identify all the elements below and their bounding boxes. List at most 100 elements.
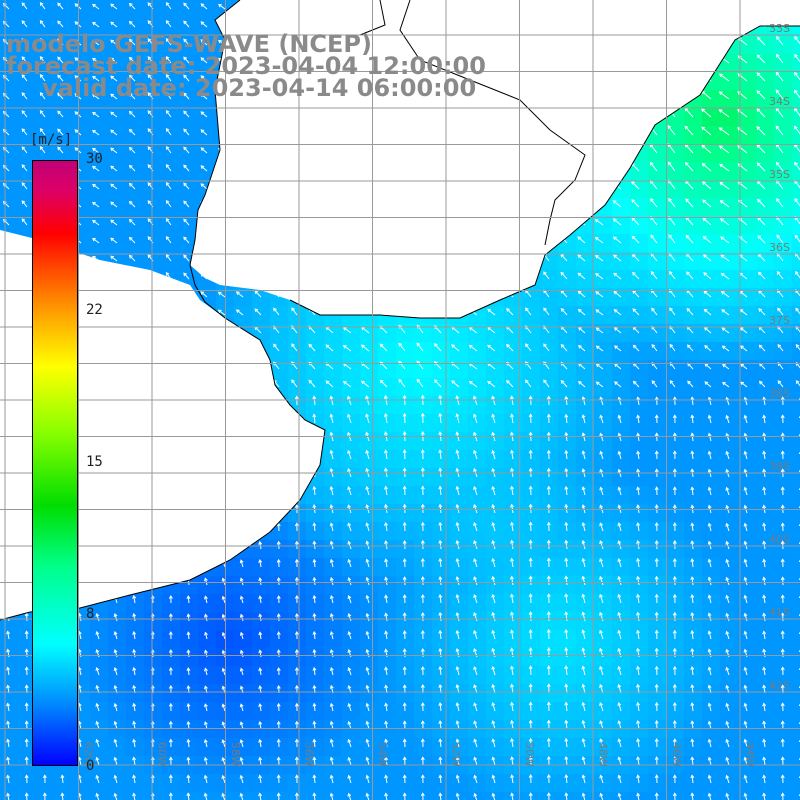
wind-arrow	[632, 308, 640, 316]
wind-arrow	[200, 147, 208, 154]
wind-arrow-head	[690, 486, 695, 491]
wind-arrow	[650, 235, 658, 244]
wind-arrow	[129, 165, 136, 172]
wind-arrow-head	[39, 38, 44, 42]
wind-arrow-head	[654, 539, 659, 544]
wind-arrow	[757, 217, 766, 226]
wind-arrow-head	[776, 271, 781, 275]
wind-arrow	[343, 327, 352, 334]
wind-arrow	[596, 345, 604, 352]
wind-arrow-head	[200, 129, 205, 133]
wind-arrow	[582, 576, 586, 586]
wind-arrow-head	[758, 344, 763, 349]
wind-arrow	[3, 75, 10, 82]
wind-arrow-head	[595, 273, 599, 277]
wind-arrow-head	[384, 576, 389, 581]
wind-arrow-head	[487, 308, 492, 313]
wind-arrow-head	[347, 504, 351, 509]
wind-arrow	[637, 451, 640, 460]
wind-arrow-head	[420, 430, 425, 435]
wind-speed-cell	[792, 450, 800, 468]
wind-arrow-head	[707, 504, 712, 509]
wind-arrow	[166, 128, 172, 136]
wind-arrow-head	[528, 503, 533, 508]
wind-arrow-head	[617, 504, 622, 509]
wind-arrow-head	[684, 161, 689, 166]
wind-arrow-head	[654, 468, 659, 473]
wind-arrow-head	[599, 504, 604, 509]
wind-arrow	[686, 308, 694, 316]
wind-arrow	[777, 307, 784, 316]
wind-arrow	[560, 326, 568, 334]
wind-arrow-head	[165, 2, 170, 6]
wind-arrow-head	[473, 485, 477, 490]
wind-arrow	[668, 161, 676, 172]
wind-arrow-head	[147, 218, 152, 222]
wind-arrow-head	[701, 108, 705, 113]
wind-arrow-head	[74, 111, 79, 115]
wind-arrow	[614, 363, 622, 370]
wind-arrow	[40, 92, 46, 100]
wind-arrow	[259, 541, 262, 550]
wind-arrow-head	[651, 307, 655, 312]
wind-arrow-head	[543, 361, 547, 366]
wind-arrow	[385, 450, 388, 460]
wind-arrow-head	[402, 558, 407, 562]
wind-arrow-head	[614, 381, 618, 386]
wind-speed-cell	[504, 792, 522, 800]
wind-arrow	[726, 559, 730, 568]
wind-arrow-head	[543, 307, 547, 312]
wind-arrow	[200, 3, 208, 10]
wind-arrow-head	[510, 431, 514, 436]
wind-arrow-head	[794, 198, 798, 202]
wind-speed-cell	[720, 792, 738, 800]
wind-arrow	[511, 540, 514, 550]
wind-arrow-head	[581, 557, 586, 562]
wind-arrow-head	[718, 127, 723, 131]
wind-arrow	[704, 327, 712, 334]
wind-arrow	[582, 433, 586, 442]
wind-arrow-head	[21, 128, 26, 132]
wind-arrow	[560, 254, 568, 262]
wind-arrow	[578, 381, 586, 388]
wind-arrow-head	[740, 363, 745, 368]
wind-arrow	[599, 558, 604, 568]
wind-arrow	[582, 522, 586, 532]
wind-arrow-head	[360, 380, 365, 385]
wind-arrow	[637, 576, 640, 586]
wind-arrow-head	[632, 308, 637, 312]
wind-arrow-head	[702, 199, 706, 204]
wind-arrow	[330, 559, 334, 568]
wind-arrow	[795, 289, 800, 297]
wind-arrow-head	[165, 146, 170, 150]
wind-arrow	[691, 433, 694, 442]
wind-arrow	[348, 541, 352, 550]
wind-arrow	[691, 541, 694, 550]
wind-arrow	[183, 146, 190, 154]
wind-arrow-head	[128, 2, 133, 7]
wind-arrow	[525, 289, 532, 298]
wind-arrow	[92, 202, 100, 208]
wind-arrow-head	[200, 183, 205, 187]
wind-arrow	[511, 504, 514, 514]
wind-arrow	[183, 92, 190, 100]
wind-arrow-head	[384, 558, 389, 563]
wind-arrow-head	[707, 576, 712, 581]
wind-arrow-head	[360, 344, 365, 349]
wind-arrow-head	[707, 468, 712, 473]
wind-arrow-head	[473, 576, 477, 581]
wind-arrow	[492, 486, 496, 496]
wind-arrow-head	[128, 110, 133, 115]
wind-arrow-head	[147, 2, 152, 6]
wind-arrow	[669, 344, 676, 352]
wind-arrow	[578, 309, 586, 316]
wind-arrow-head	[147, 92, 152, 96]
wind-arrow	[21, 200, 28, 208]
wind-arrow	[110, 93, 118, 100]
wind-arrow-head	[725, 414, 730, 419]
wind-arrow-head	[438, 503, 443, 508]
wind-arrow-head	[780, 540, 785, 545]
wind-arrow	[758, 253, 766, 262]
wind-arrow	[744, 523, 748, 532]
wind-arrow	[776, 253, 784, 262]
